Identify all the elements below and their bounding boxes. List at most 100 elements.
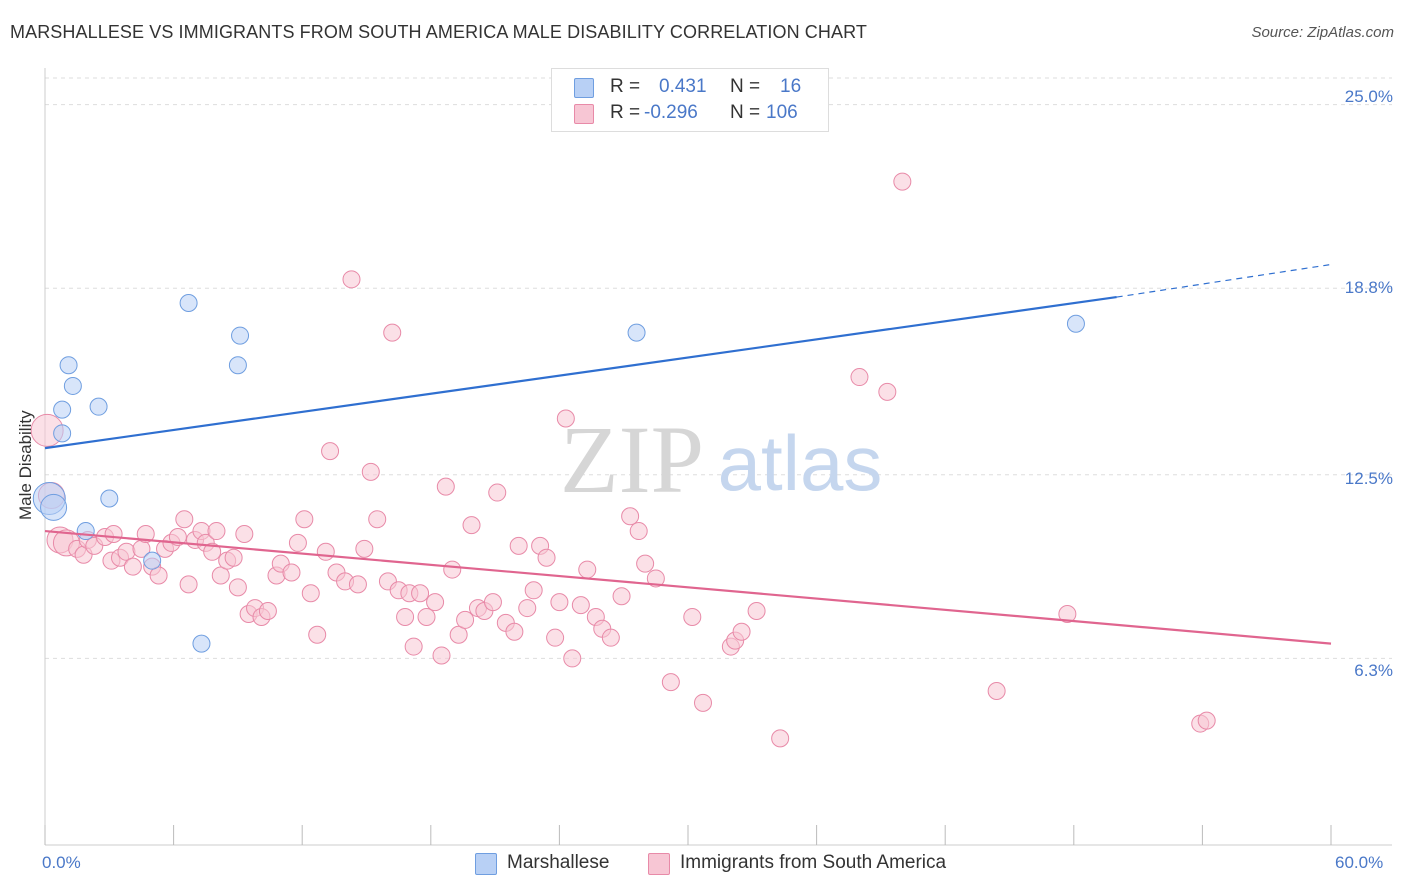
data-point-immigrants xyxy=(629,522,648,541)
data-point-marshallese xyxy=(231,326,250,345)
data-point-marshallese xyxy=(59,356,78,375)
y-axis-label: Male Disability xyxy=(16,410,35,520)
data-point-immigrants xyxy=(321,442,340,461)
trendlines xyxy=(44,263,1332,645)
chart-title: MARSHALLESE VS IMMIGRANTS FROM SOUTH AME… xyxy=(10,22,867,42)
legend-n-label: N = xyxy=(730,102,761,123)
data-point-immigrants xyxy=(175,510,194,529)
data-point-marshallese xyxy=(53,424,72,443)
data-point-immigrants xyxy=(149,566,168,585)
axes xyxy=(44,68,1392,846)
legend-r-label: R = xyxy=(610,76,641,97)
watermark-zip: ZIP xyxy=(560,406,704,513)
x-tick-label-max: 60.0% xyxy=(1335,853,1384,872)
data-point-immigrants xyxy=(224,548,243,567)
data-point-immigrants xyxy=(443,560,462,579)
data-point-marshallese xyxy=(179,294,198,313)
data-point-immigrants xyxy=(747,602,766,621)
data-point-immigrants xyxy=(612,587,631,606)
data-point-immigrants xyxy=(436,477,455,496)
data-point-marshallese xyxy=(627,323,646,342)
data-point-immigrants xyxy=(694,693,713,712)
data-point-marshallese xyxy=(143,551,162,570)
data-point-immigrants xyxy=(282,563,301,582)
data-point-immigrants xyxy=(432,646,451,665)
data-point-immigrants xyxy=(1058,604,1077,623)
data-point-immigrants xyxy=(987,681,1006,700)
correlation-legend: R = 0.431 N = 16 R = -0.296 N = 106 xyxy=(551,68,829,132)
data-point-immigrants xyxy=(411,584,430,603)
data-point-immigrants xyxy=(878,382,897,401)
data-point-immigrants xyxy=(396,607,415,626)
legend-label: Marshallese xyxy=(507,852,610,873)
legend-swatch-pink xyxy=(574,104,594,124)
data-point-immigrants xyxy=(211,566,230,585)
data-point-immigrants xyxy=(524,581,543,600)
data-point-marshallese xyxy=(1066,314,1085,333)
data-point-immigrants xyxy=(636,554,655,573)
data-point-immigrants xyxy=(295,510,314,529)
data-point-immigrants xyxy=(537,548,556,567)
data-point-immigrants xyxy=(417,607,436,626)
legend-r-value: 0.431 xyxy=(659,76,707,97)
data-point-immigrants xyxy=(288,533,307,552)
data-point-immigrants xyxy=(228,578,247,597)
legend-r-label: R = xyxy=(610,102,641,123)
data-point-marshallese xyxy=(228,356,247,375)
series-marshallese-points xyxy=(32,294,1085,653)
data-point-immigrants xyxy=(661,673,680,692)
watermark-atlas: atlas xyxy=(718,419,883,507)
data-point-immigrants xyxy=(509,536,528,555)
data-point-immigrants xyxy=(893,172,912,191)
data-point-immigrants xyxy=(488,483,507,502)
trendline-marshallese xyxy=(44,295,1117,450)
data-point-marshallese xyxy=(100,489,119,508)
legend-n-value: 16 xyxy=(780,76,802,97)
data-point-immigrants xyxy=(462,516,481,535)
data-point-immigrants xyxy=(483,593,502,612)
data-point-immigrants xyxy=(683,607,702,626)
data-point-immigrants xyxy=(136,525,155,544)
data-point-immigrants xyxy=(308,625,327,644)
data-point-immigrants xyxy=(301,584,320,603)
data-point-immigrants xyxy=(207,522,226,541)
data-point-marshallese xyxy=(40,493,68,521)
x-tick-label-min: 0.0% xyxy=(42,853,81,872)
data-point-marshallese xyxy=(89,397,108,416)
data-point-immigrants xyxy=(550,593,569,612)
data-point-immigrants xyxy=(771,729,790,748)
data-point-marshallese xyxy=(76,522,95,541)
legend-swatch-blue xyxy=(574,78,594,98)
data-point-immigrants xyxy=(368,510,387,529)
data-point-immigrants xyxy=(258,602,277,621)
data-point-immigrants xyxy=(546,628,565,647)
data-point-immigrants xyxy=(621,507,640,526)
data-point-marshallese xyxy=(192,634,211,653)
trendline-immigrants xyxy=(44,529,1332,645)
data-point-immigrants xyxy=(404,637,423,656)
data-point-immigrants xyxy=(316,542,335,561)
data-point-immigrants xyxy=(449,625,468,644)
y-tick-label: 25.0% xyxy=(1344,87,1393,106)
legend-swatch-blue xyxy=(475,853,497,875)
data-point-immigrants xyxy=(850,368,869,387)
source-label: Source: ZipAtlas.com xyxy=(1251,24,1394,41)
gridlines xyxy=(45,77,1392,659)
data-point-immigrants xyxy=(563,649,582,668)
data-point-immigrants xyxy=(571,596,590,615)
data-point-immigrants xyxy=(355,539,374,558)
data-point-immigrants xyxy=(235,525,254,544)
legend-n-label: N = xyxy=(730,76,761,97)
data-point-immigrants xyxy=(426,593,445,612)
data-point-immigrants xyxy=(456,610,475,629)
data-point-immigrants xyxy=(732,622,751,641)
data-point-immigrants xyxy=(578,560,597,579)
data-point-marshallese xyxy=(63,376,82,395)
data-point-immigrants xyxy=(383,323,402,342)
legend-label: Immigrants from South America xyxy=(680,852,947,873)
watermark: ZIP atlas xyxy=(560,406,882,513)
data-point-immigrants xyxy=(203,542,222,561)
data-point-immigrants xyxy=(505,622,524,641)
y-tick-label: 6.3% xyxy=(1354,661,1393,680)
